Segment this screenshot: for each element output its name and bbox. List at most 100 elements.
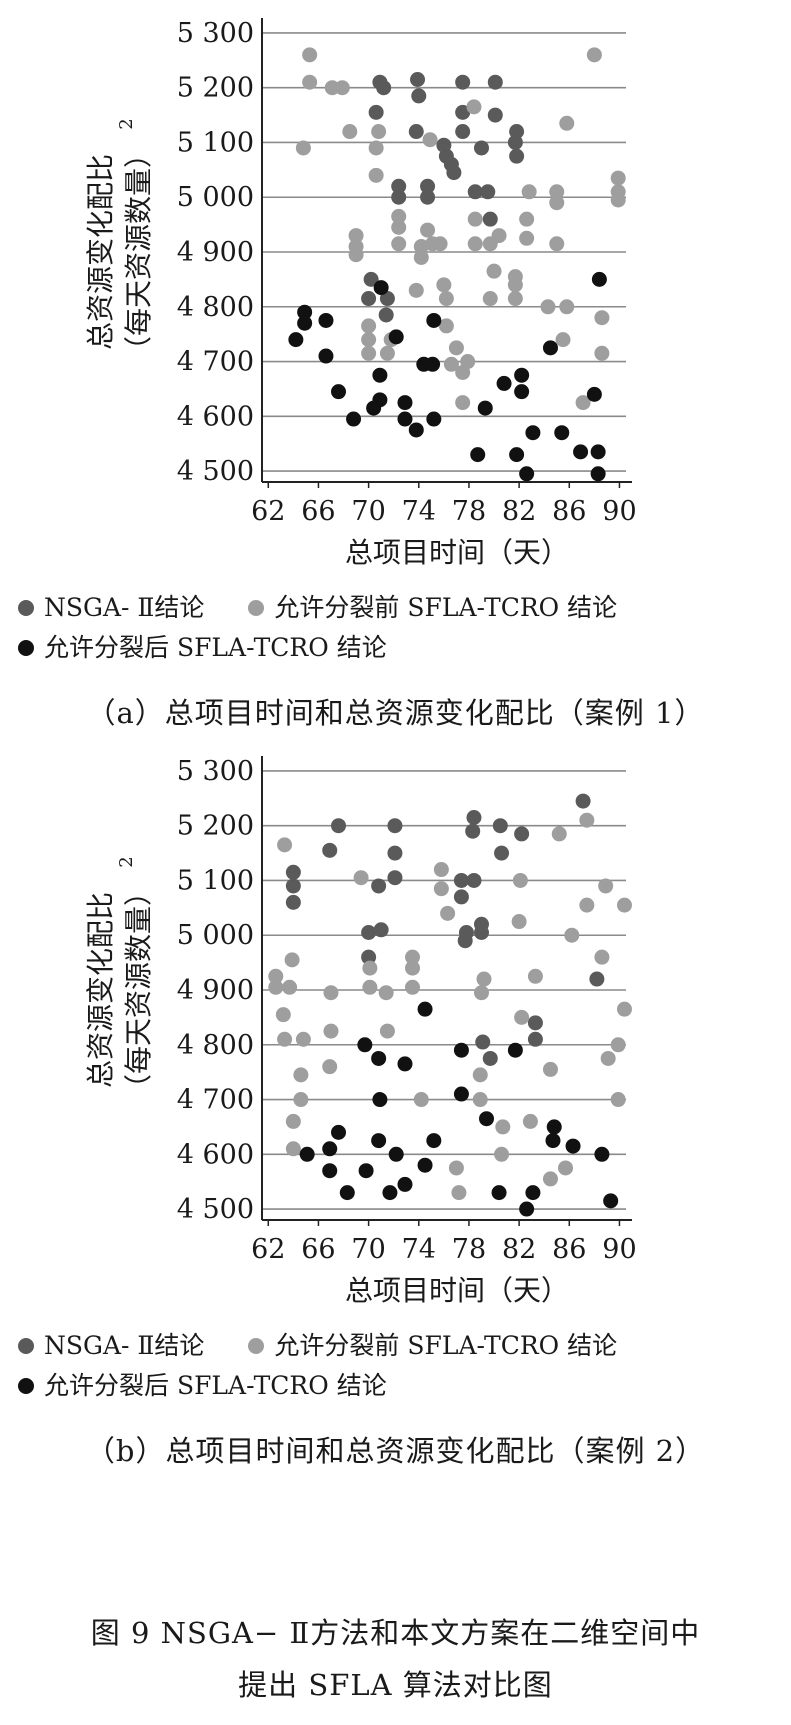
panel-b: 4 500 4 600 4 700 4 800 4 900 5 000 5 100 5 200… xyxy=(0,738,791,1490)
point-before xyxy=(527,968,543,984)
legend-label-before: 允许分裂前 SFLA-TCRO 结论 xyxy=(274,1331,618,1360)
point-before xyxy=(322,1059,338,1075)
point-after xyxy=(322,1141,338,1157)
point-after xyxy=(388,329,404,345)
point-after xyxy=(288,332,304,348)
point-nsga xyxy=(391,178,407,194)
point-before xyxy=(542,1061,558,1077)
point-before xyxy=(443,356,459,372)
point-nsga xyxy=(475,1034,491,1050)
point-nsga xyxy=(575,793,591,809)
point-after xyxy=(372,1092,388,1108)
point-after xyxy=(590,466,606,482)
point-after xyxy=(491,1185,507,1201)
x-tick-label: 78 xyxy=(452,1234,486,1265)
point-after xyxy=(397,411,413,427)
point-before xyxy=(610,1092,626,1108)
point-before xyxy=(594,310,610,326)
point-after xyxy=(318,348,334,364)
legend-dot-after xyxy=(18,640,34,656)
point-nsga xyxy=(509,124,525,140)
point-before xyxy=(579,812,595,828)
y-tick-label: 5 100 xyxy=(177,865,254,896)
x-tick-label: 78 xyxy=(452,496,486,527)
point-before xyxy=(511,914,527,930)
point-before xyxy=(559,299,575,315)
point-before xyxy=(277,1031,293,1047)
y-tick-label: 4 500 xyxy=(177,456,254,487)
point-nsga xyxy=(420,178,436,194)
point-before xyxy=(579,897,595,913)
legend-label-after: 允许分裂后 SFLA-TCRO 结论 xyxy=(44,1371,387,1400)
point-before xyxy=(293,1092,309,1108)
x-tick-label: 62 xyxy=(251,1234,285,1265)
point-nsga xyxy=(376,80,392,96)
point-before xyxy=(594,345,610,361)
point-before xyxy=(549,236,565,252)
point-before xyxy=(519,230,535,246)
point-before xyxy=(549,184,565,200)
point-nsga xyxy=(514,826,530,842)
point-nsga xyxy=(285,878,301,894)
point-nsga xyxy=(387,818,403,834)
point-before xyxy=(413,249,429,265)
point-after xyxy=(591,271,607,287)
point-before xyxy=(368,167,384,183)
legend-dot-before xyxy=(248,600,265,616)
point-before xyxy=(438,291,454,307)
point-nsga xyxy=(453,872,469,888)
y-axis-label-line1: 总资源变化配比 xyxy=(84,892,117,1088)
point-before xyxy=(491,228,507,244)
point-before xyxy=(285,1113,301,1129)
point-before xyxy=(405,949,421,965)
point-before xyxy=(610,1037,626,1053)
point-nsga xyxy=(509,148,525,164)
x-tick-label: 62 xyxy=(251,496,285,527)
point-after xyxy=(542,340,558,356)
point-nsga xyxy=(391,189,407,205)
point-before xyxy=(371,124,387,140)
point-before xyxy=(455,364,471,380)
point-after xyxy=(603,1193,619,1209)
point-before xyxy=(519,211,535,227)
point-before xyxy=(362,960,378,976)
point-before xyxy=(275,1007,291,1023)
point-nsga xyxy=(494,845,510,861)
point-after xyxy=(425,356,441,372)
x-tick-label: 90 xyxy=(602,496,636,527)
scatter-chart-b: 4 500 4 600 4 700 4 800 4 900 5 000 5 100 5 200… xyxy=(84,756,637,1307)
y-tick-label: 5 000 xyxy=(177,920,254,951)
point-after xyxy=(366,400,382,416)
point-after xyxy=(297,304,313,320)
point-nsga xyxy=(457,933,473,949)
point-nsga xyxy=(331,818,347,834)
point-after xyxy=(514,384,530,400)
point-before xyxy=(549,195,565,211)
x-tick-label: 74 xyxy=(402,496,436,527)
legend-a: NSGA- Ⅱ结论 允许分裂前 SFLA-TCRO 结论 允许分裂后 SFLA-… xyxy=(18,588,661,668)
point-before xyxy=(507,291,523,307)
panel-caption-a: （a）总项目时间和总资源变化配比（案例 1） xyxy=(86,696,705,730)
point-nsga xyxy=(411,88,427,104)
y-tick-label: 4 700 xyxy=(177,1085,254,1116)
legend-dot-after xyxy=(18,1378,34,1394)
point-before xyxy=(391,208,407,224)
point-nsga xyxy=(368,104,384,120)
point-before xyxy=(448,1160,464,1176)
legend-item-after: 允许分裂后 SFLA-TCRO 结论 xyxy=(18,631,387,665)
point-before xyxy=(302,47,318,63)
point-after xyxy=(318,312,334,328)
point-nsga xyxy=(466,810,482,825)
point-after xyxy=(594,1146,610,1162)
point-after xyxy=(525,425,541,441)
x-axis-label: 总项目时间（天） xyxy=(345,1274,569,1307)
y-tick-label: 4 800 xyxy=(177,1030,254,1061)
point-before xyxy=(551,826,567,842)
point-before xyxy=(451,1185,467,1201)
point-after xyxy=(479,1111,495,1127)
point-before xyxy=(295,140,311,156)
point-after xyxy=(331,1124,347,1140)
legend-dot-nsga xyxy=(18,1338,34,1354)
point-before xyxy=(522,1113,538,1129)
point-before xyxy=(284,952,300,968)
